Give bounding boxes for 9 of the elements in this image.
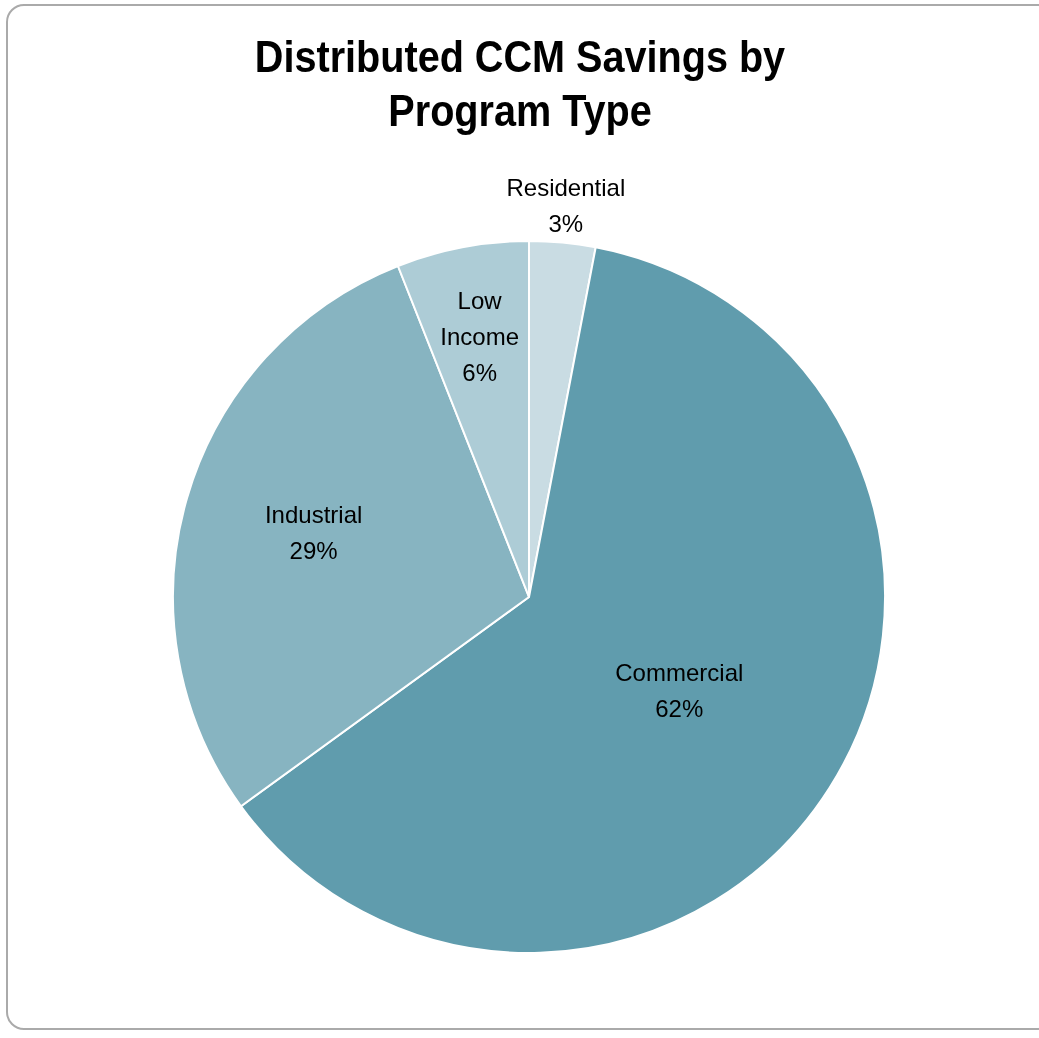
data-label: 29%: [289, 537, 338, 565]
chart-title: Distributed CCM Savings by Program Type: [253, 31, 787, 137]
slice-label: Residential: [506, 173, 626, 201]
slice-label: Commercial: [615, 659, 744, 686]
data-label: 6%: [462, 358, 497, 386]
data-label: 62%: [655, 695, 704, 722]
data-label: 3%: [548, 209, 584, 237]
slice-label: Low Income: [440, 286, 519, 350]
slice-label: Industrial: [264, 501, 363, 529]
